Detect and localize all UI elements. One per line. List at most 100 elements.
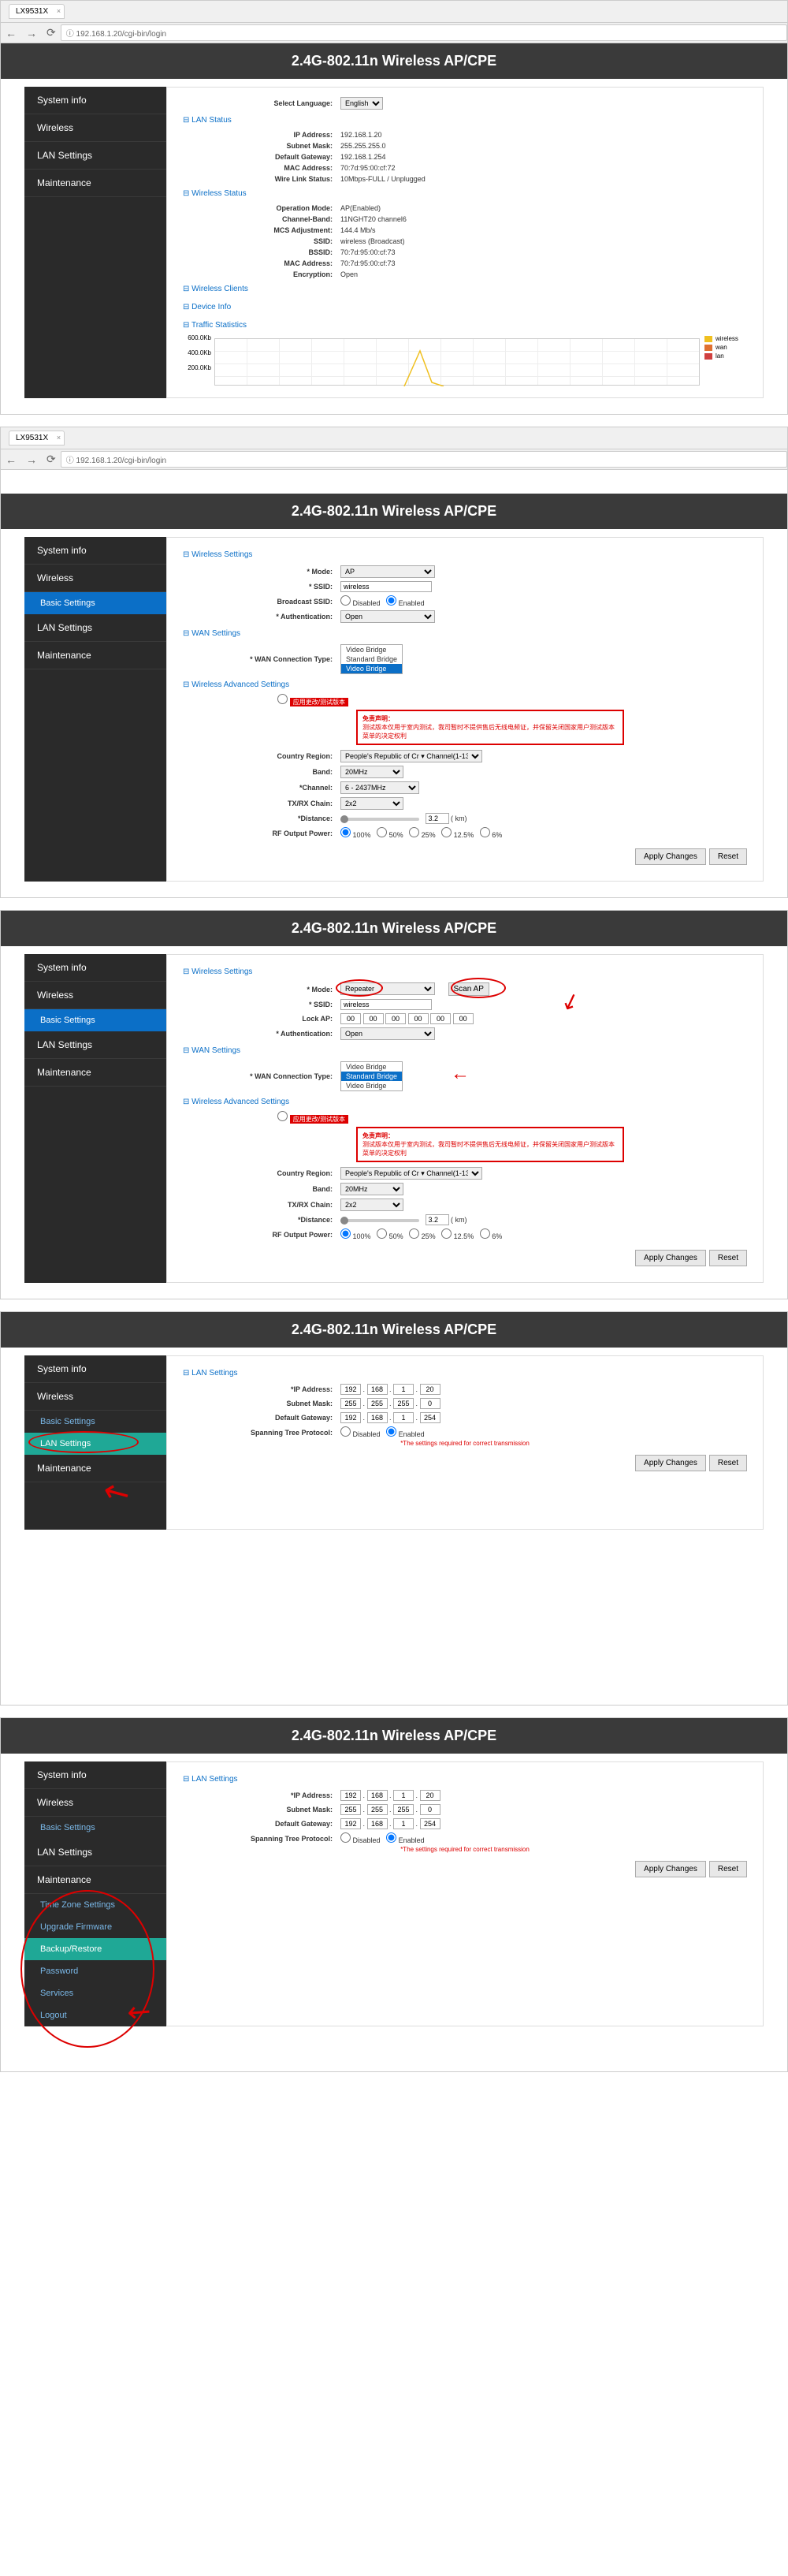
- mask-octet[interactable]: [367, 1398, 388, 1409]
- region-select[interactable]: People's Republic of Cr ▾ Channel(1-13 ): [340, 1167, 482, 1180]
- rf-25[interactable]: [409, 1228, 419, 1239]
- url-field[interactable]: ⓘ 192.168.1.20/cgi-bin/login: [61, 24, 787, 41]
- gw-octet[interactable]: [420, 1412, 440, 1423]
- sidebar-subitem-password[interactable]: Password: [24, 1960, 166, 1982]
- browser-tab[interactable]: LX9531X×: [9, 431, 65, 445]
- section-lan-status[interactable]: LAN Status: [183, 111, 747, 129]
- lock-octet[interactable]: [408, 1013, 429, 1024]
- sidebar-subitem-timezone[interactable]: Time Zone Settings: [24, 1894, 166, 1916]
- warn-radio[interactable]: [277, 1111, 288, 1121]
- sidebar-subitem-basic[interactable]: Basic Settings: [24, 1411, 166, 1433]
- ip-octet[interactable]: [367, 1790, 388, 1801]
- reload-icon[interactable]: ⟳: [42, 453, 61, 466]
- sidebar-item-lan[interactable]: LAN Settings: [24, 142, 166, 170]
- ip-octet[interactable]: [393, 1384, 414, 1395]
- scan-ap-button[interactable]: Scan AP: [448, 982, 489, 996]
- lock-octet[interactable]: [340, 1013, 361, 1024]
- wan-type-select[interactable]: Video Bridge Standard Bridge Video Bridg…: [340, 1061, 403, 1091]
- reset-button[interactable]: Reset: [709, 1861, 747, 1877]
- auth-select[interactable]: Open: [340, 1027, 435, 1040]
- rf-50[interactable]: [377, 827, 387, 837]
- ip-octet[interactable]: [367, 1384, 388, 1395]
- distance-slider[interactable]: [340, 1219, 419, 1222]
- apply-button[interactable]: Apply Changes: [635, 848, 706, 865]
- rf-100[interactable]: [340, 827, 351, 837]
- sidebar-item-lan[interactable]: LAN Settings: [24, 1839, 166, 1866]
- sidebar-item-lan[interactable]: LAN Settings: [24, 614, 166, 642]
- sidebar-item-maintenance[interactable]: Maintenance: [24, 1866, 166, 1894]
- warn-radio[interactable]: [277, 694, 288, 704]
- ip-octet[interactable]: [420, 1790, 440, 1801]
- wan-type-select[interactable]: Video Bridge Standard Bridge Video Bridg…: [340, 644, 403, 674]
- bcast-disabled[interactable]: [340, 595, 351, 606]
- section-adv-settings[interactable]: Wireless Advanced Settings: [183, 676, 747, 694]
- lock-octet[interactable]: [453, 1013, 474, 1024]
- txrx-select[interactable]: 2x2: [340, 1199, 403, 1211]
- apply-button[interactable]: Apply Changes: [635, 1455, 706, 1471]
- band-select[interactable]: 20MHz: [340, 766, 403, 778]
- lock-octet[interactable]: [363, 1013, 384, 1024]
- gw-octet[interactable]: [393, 1412, 414, 1423]
- gw-octet[interactable]: [367, 1412, 388, 1423]
- ssid-input[interactable]: [340, 999, 432, 1010]
- section-traffic[interactable]: Traffic Statistics: [183, 316, 747, 334]
- band-select[interactable]: 20MHz: [340, 1183, 403, 1195]
- gw-octet[interactable]: [367, 1818, 388, 1829]
- gw-octet[interactable]: [340, 1818, 361, 1829]
- lang-select[interactable]: English: [340, 97, 383, 110]
- sidebar-item-system[interactable]: System info: [24, 537, 166, 565]
- mode-select[interactable]: Repeater: [340, 982, 435, 995]
- distance-input[interactable]: [426, 813, 449, 824]
- stp-enabled[interactable]: [386, 1832, 396, 1843]
- section-wan-settings[interactable]: WAN Settings: [183, 624, 747, 643]
- stp-enabled[interactable]: [386, 1426, 396, 1437]
- gw-octet[interactable]: [340, 1412, 361, 1423]
- mode-select[interactable]: AP: [340, 565, 435, 578]
- mask-octet[interactable]: [367, 1804, 388, 1815]
- sidebar-subitem-upgrade[interactable]: Upgrade Firmware: [24, 1916, 166, 1938]
- sidebar-item-lan[interactable]: LAN Settings: [24, 1031, 166, 1059]
- reload-icon[interactable]: ⟳: [42, 26, 61, 39]
- section-wireless-clients[interactable]: Wireless Clients: [183, 280, 747, 298]
- region-select[interactable]: People's Republic of Cr ▾ Channel(1-13 ): [340, 750, 482, 762]
- apply-button[interactable]: Apply Changes: [635, 1250, 706, 1266]
- ip-octet[interactable]: [340, 1790, 361, 1801]
- sidebar-subitem-restore[interactable]: Backup/Restore: [24, 1938, 166, 1960]
- sidebar-subitem-basic[interactable]: Basic Settings: [24, 592, 166, 614]
- txrx-select[interactable]: 2x2: [340, 797, 403, 810]
- sidebar-item-wireless[interactable]: Wireless: [24, 565, 166, 592]
- sidebar-item-maintenance[interactable]: Maintenance: [24, 170, 166, 197]
- gw-octet[interactable]: [393, 1818, 414, 1829]
- section-wan-settings[interactable]: WAN Settings: [183, 1042, 747, 1060]
- rf-50[interactable]: [377, 1228, 387, 1239]
- sidebar-item-system[interactable]: System info: [24, 1761, 166, 1789]
- sidebar-item-wireless[interactable]: Wireless: [24, 114, 166, 142]
- sidebar-item-system[interactable]: System info: [24, 87, 166, 114]
- section-lan-settings[interactable]: LAN Settings: [183, 1364, 747, 1382]
- rf-100[interactable]: [340, 1228, 351, 1239]
- close-icon[interactable]: ×: [57, 434, 61, 442]
- section-wireless-settings[interactable]: Wireless Settings: [183, 546, 747, 564]
- sidebar-item-wireless[interactable]: Wireless: [24, 1789, 166, 1817]
- ip-octet[interactable]: [420, 1384, 440, 1395]
- rf-12[interactable]: [441, 1228, 452, 1239]
- sidebar-item-maintenance[interactable]: Maintenance: [24, 1455, 166, 1482]
- back-icon[interactable]: ←: [1, 453, 21, 466]
- gw-octet[interactable]: [420, 1818, 440, 1829]
- sidebar-item-system[interactable]: System info: [24, 954, 166, 982]
- sidebar-item-lan[interactable]: LAN Settings: [24, 1433, 166, 1455]
- section-wireless-settings[interactable]: Wireless Settings: [183, 963, 747, 981]
- channel-select[interactable]: 6 - 2437MHz: [340, 781, 419, 794]
- sidebar-item-wireless[interactable]: Wireless: [24, 1383, 166, 1411]
- auth-select[interactable]: Open: [340, 610, 435, 623]
- url-field[interactable]: ⓘ 192.168.1.20/cgi-bin/login: [61, 451, 787, 468]
- sidebar-item-system[interactable]: System info: [24, 1355, 166, 1383]
- lock-octet[interactable]: [385, 1013, 406, 1024]
- stp-disabled[interactable]: [340, 1832, 351, 1843]
- back-icon[interactable]: ←: [1, 27, 21, 39]
- stp-disabled[interactable]: [340, 1426, 351, 1437]
- mask-octet[interactable]: [420, 1398, 440, 1409]
- ip-octet[interactable]: [340, 1384, 361, 1395]
- ip-octet[interactable]: [393, 1790, 414, 1801]
- sidebar-item-wireless[interactable]: Wireless: [24, 982, 166, 1009]
